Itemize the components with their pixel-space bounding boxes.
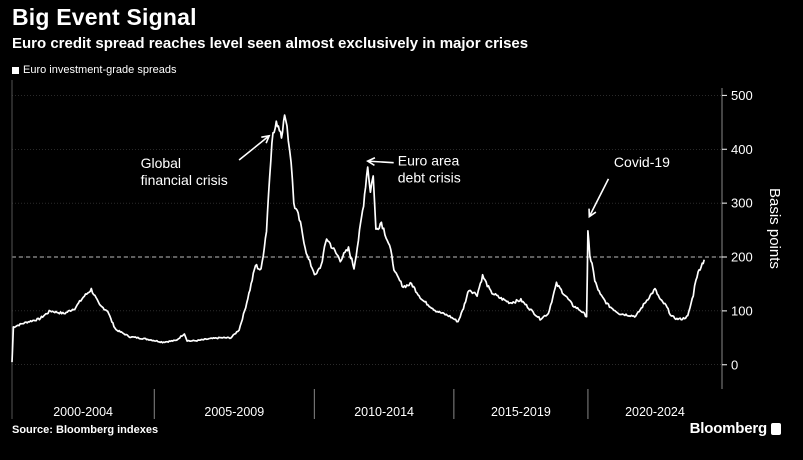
ytick-label-300: 300 [731, 196, 753, 211]
xtick-label-2015-2019: 2015-2019 [491, 405, 551, 419]
chart-subtitle: Euro credit spread reaches level seen al… [12, 35, 529, 52]
x-ticks: 2000-2004 2005-2009 2010-2014 2015-2019 2020… [53, 405, 685, 419]
series-line-euro-ig-spreads [11, 114, 706, 363]
ytick-label-100: 100 [731, 303, 753, 318]
period-separators [11, 80, 589, 419]
annotation-arrow-shaft-1 [367, 160, 394, 164]
legend-swatch [12, 66, 19, 74]
annotation-arrow-head-1 [366, 156, 376, 167]
legend: Euro investment-grade spreads [12, 64, 176, 76]
xtick-label-2005-2009: 2005-2009 [204, 405, 264, 419]
annotation-arrow-shaft-0 [238, 135, 270, 161]
annotation-text-0-1: financial crisis [141, 172, 228, 188]
chart-title: Big Event Signal [12, 4, 197, 30]
legend-label: Euro investment-grade spreads [23, 64, 177, 76]
brand-name: Bloomberg [689, 420, 768, 437]
ytick-label-500: 500 [731, 88, 753, 103]
xtick-label-2020-2024: 2020-2024 [625, 405, 685, 419]
annotation-text-2-0: Covid-19 [614, 154, 670, 170]
source-note: Source: Bloomberg indexes [12, 424, 159, 436]
annotation-text-1-1: debt crisis [398, 169, 461, 185]
annotation-text-1-0: Euro area [398, 152, 460, 168]
ytick-label-400: 400 [731, 142, 753, 157]
grid-layer [12, 88, 723, 389]
series-layer [11, 114, 706, 363]
annotation-arrow-head-2 [588, 208, 597, 219]
annotation-arrow-head-0 [261, 134, 271, 144]
ytick-label-200: 200 [731, 250, 753, 265]
brand: Bloomberg [690, 420, 781, 437]
annotation-arrow-shaft-2 [588, 178, 610, 217]
y-ticks: 0 100 200 300 400 500 [722, 88, 753, 372]
y-axis-label: Basis points [766, 188, 783, 269]
bloomberg-logo-icon [771, 422, 781, 435]
xtick-label-2010-2014: 2010-2014 [354, 405, 414, 419]
xtick-label-2000-2004: 2000-2004 [53, 405, 113, 419]
annotation-text-0-0: Global [141, 155, 181, 171]
ytick-label-0: 0 [731, 357, 738, 372]
